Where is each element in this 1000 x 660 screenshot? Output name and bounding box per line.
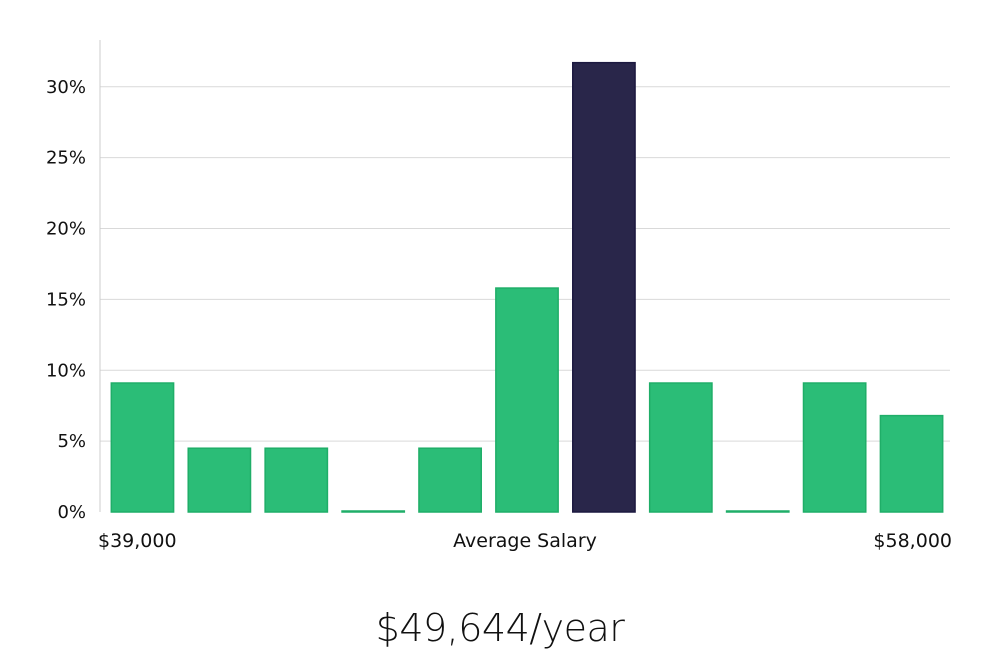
x-max-label: $58,000 xyxy=(873,530,952,552)
bar xyxy=(495,287,559,513)
bar xyxy=(879,414,944,513)
bar xyxy=(802,382,867,513)
y-tick-label: 15% xyxy=(46,289,86,310)
bars xyxy=(110,61,944,513)
bar xyxy=(264,447,329,513)
bar xyxy=(110,382,175,513)
x-min-label: $39,000 xyxy=(98,530,177,552)
y-tick-label: 0% xyxy=(57,502,86,523)
y-tick-label: 10% xyxy=(46,360,86,381)
bar xyxy=(341,510,406,513)
y-tick-label: 20% xyxy=(46,219,86,240)
y-tick-label: 30% xyxy=(46,77,86,98)
average-salary-value: $49,644/year xyxy=(375,606,625,650)
y-tick-labels: 0% 5% 10% 15% 20% 25% 30% xyxy=(46,77,86,523)
bar xyxy=(418,447,482,513)
x-axis-title: Average Salary xyxy=(453,530,597,552)
bar xyxy=(648,382,713,513)
y-tick-label: 5% xyxy=(57,431,86,452)
salary-distribution-chart: 0% 5% 10% 15% 20% 25% 30% $39,000 Average Sala… xyxy=(46,40,952,552)
y-tick-label: 25% xyxy=(46,148,86,169)
bar-highlight xyxy=(572,61,636,513)
bar xyxy=(725,510,790,513)
bar xyxy=(187,447,252,513)
